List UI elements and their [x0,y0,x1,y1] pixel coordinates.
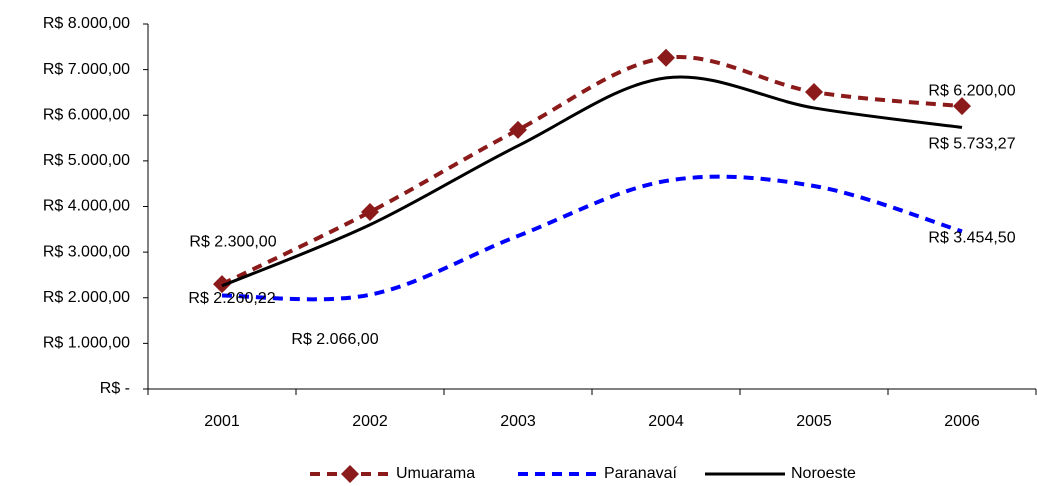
x-tick-label: 2006 [944,413,980,430]
y-tick-label: R$ - [100,380,130,397]
x-tick-label: 2004 [648,413,684,430]
y-tick-label: R$ 1.000,00 [43,335,130,352]
legend-marker [341,465,359,483]
x-tick-label: 2005 [796,413,832,430]
marker [953,97,971,116]
y-tick-label: R$ 8.000,00 [43,15,130,32]
y-tick-label: R$ 6.000,00 [43,106,130,123]
marker [213,275,231,294]
marker [805,82,823,101]
x-tick-label: 2002 [352,413,388,430]
data-label: R$ 6.200,00 [928,82,1015,99]
x-tick-label: 2001 [204,413,240,430]
y-tick-label: R$ 3.000,00 [43,243,130,260]
series-line [221,75,963,288]
data-label: R$ 2.300,00 [189,233,276,250]
y-tick-label: R$ 7.000,00 [43,61,130,78]
marker [361,202,379,221]
legend-label: Umuarama [396,465,475,482]
data-label: R$ 5.733,27 [928,136,1015,153]
data-label: R$ 2.066,00 [291,331,378,348]
data-label: R$ 2.260,22 [188,290,275,307]
marker [657,48,675,67]
data-label: R$ 3.454,50 [928,230,1015,247]
legend-label: Paranavaí [604,465,677,482]
y-tick-label: R$ 2.000,00 [43,289,130,306]
marker [509,120,527,139]
legend-label: Noroeste [791,465,856,482]
series-line [221,54,963,286]
y-tick-label: R$ 4.000,00 [43,198,130,215]
y-tick-label: R$ 5.000,00 [43,152,130,169]
x-tick-label: 2003 [500,413,536,430]
series-line [221,174,963,302]
